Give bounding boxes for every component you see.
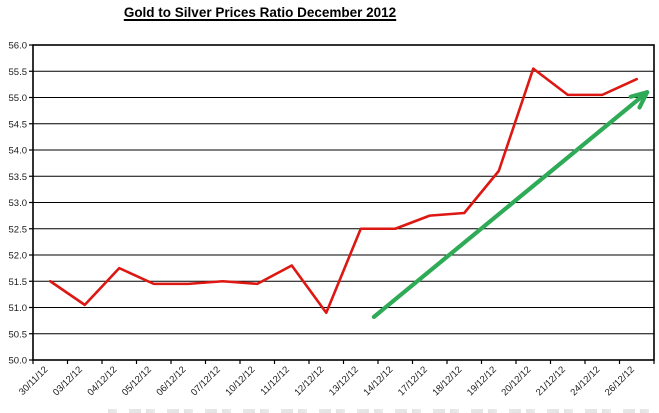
y-tick-label: 54.0 <box>9 146 28 157</box>
chart-title: Gold to Silver Prices Ratio December 201… <box>123 5 397 20</box>
y-tick-label: 55.5 <box>9 67 28 78</box>
y-tick-label: 54.5 <box>9 119 28 130</box>
x-tick-label: 21/12/12 <box>534 364 568 398</box>
y-tick-label: 52.0 <box>9 251 28 262</box>
x-tick-label: 04/12/12 <box>85 364 119 398</box>
y-tick-label: 51.5 <box>9 277 28 288</box>
x-tick-label: 14/12/12 <box>361 364 395 398</box>
x-tick-label: 20/12/12 <box>499 364 533 398</box>
y-tick-label: 53.0 <box>9 198 28 209</box>
cut-off-text-remnant <box>108 409 659 413</box>
x-tick-label: 10/12/12 <box>223 364 257 398</box>
x-tick-label: 17/12/12 <box>396 364 430 398</box>
x-tick-label: 24/12/12 <box>568 364 602 398</box>
y-tick-label: 51.0 <box>9 303 28 314</box>
trend-arrow-shaft <box>371 90 650 320</box>
x-tick-label: 03/12/12 <box>51 364 85 398</box>
x-tick-label: 06/12/12 <box>154 364 188 398</box>
y-tick-label: 55.0 <box>9 93 28 104</box>
y-tick-label: 50.0 <box>9 356 28 367</box>
y-tick-label: 53.5 <box>9 172 28 183</box>
x-tick-label: 18/12/12 <box>430 364 464 398</box>
y-tick-label: 56.0 <box>9 41 28 52</box>
x-tick-label: 19/12/12 <box>465 364 499 398</box>
x-tick-label: 26/12/12 <box>603 364 637 398</box>
ratio-line <box>48 67 639 315</box>
x-tick-label: 05/12/12 <box>120 364 154 398</box>
x-tick-label: 11/12/12 <box>258 364 291 397</box>
y-tick-label: 52.5 <box>9 224 28 235</box>
x-tick-label: 12/12/12 <box>292 364 326 398</box>
trend-arrow-head <box>637 90 650 110</box>
y-tick-label: 50.5 <box>9 329 28 340</box>
x-tick-label: 13/12/12 <box>327 364 361 398</box>
x-tick-label: 30/11/12 <box>17 364 50 397</box>
trend-arrow-head <box>628 90 650 99</box>
x-tick-label: 07/12/12 <box>189 364 223 398</box>
